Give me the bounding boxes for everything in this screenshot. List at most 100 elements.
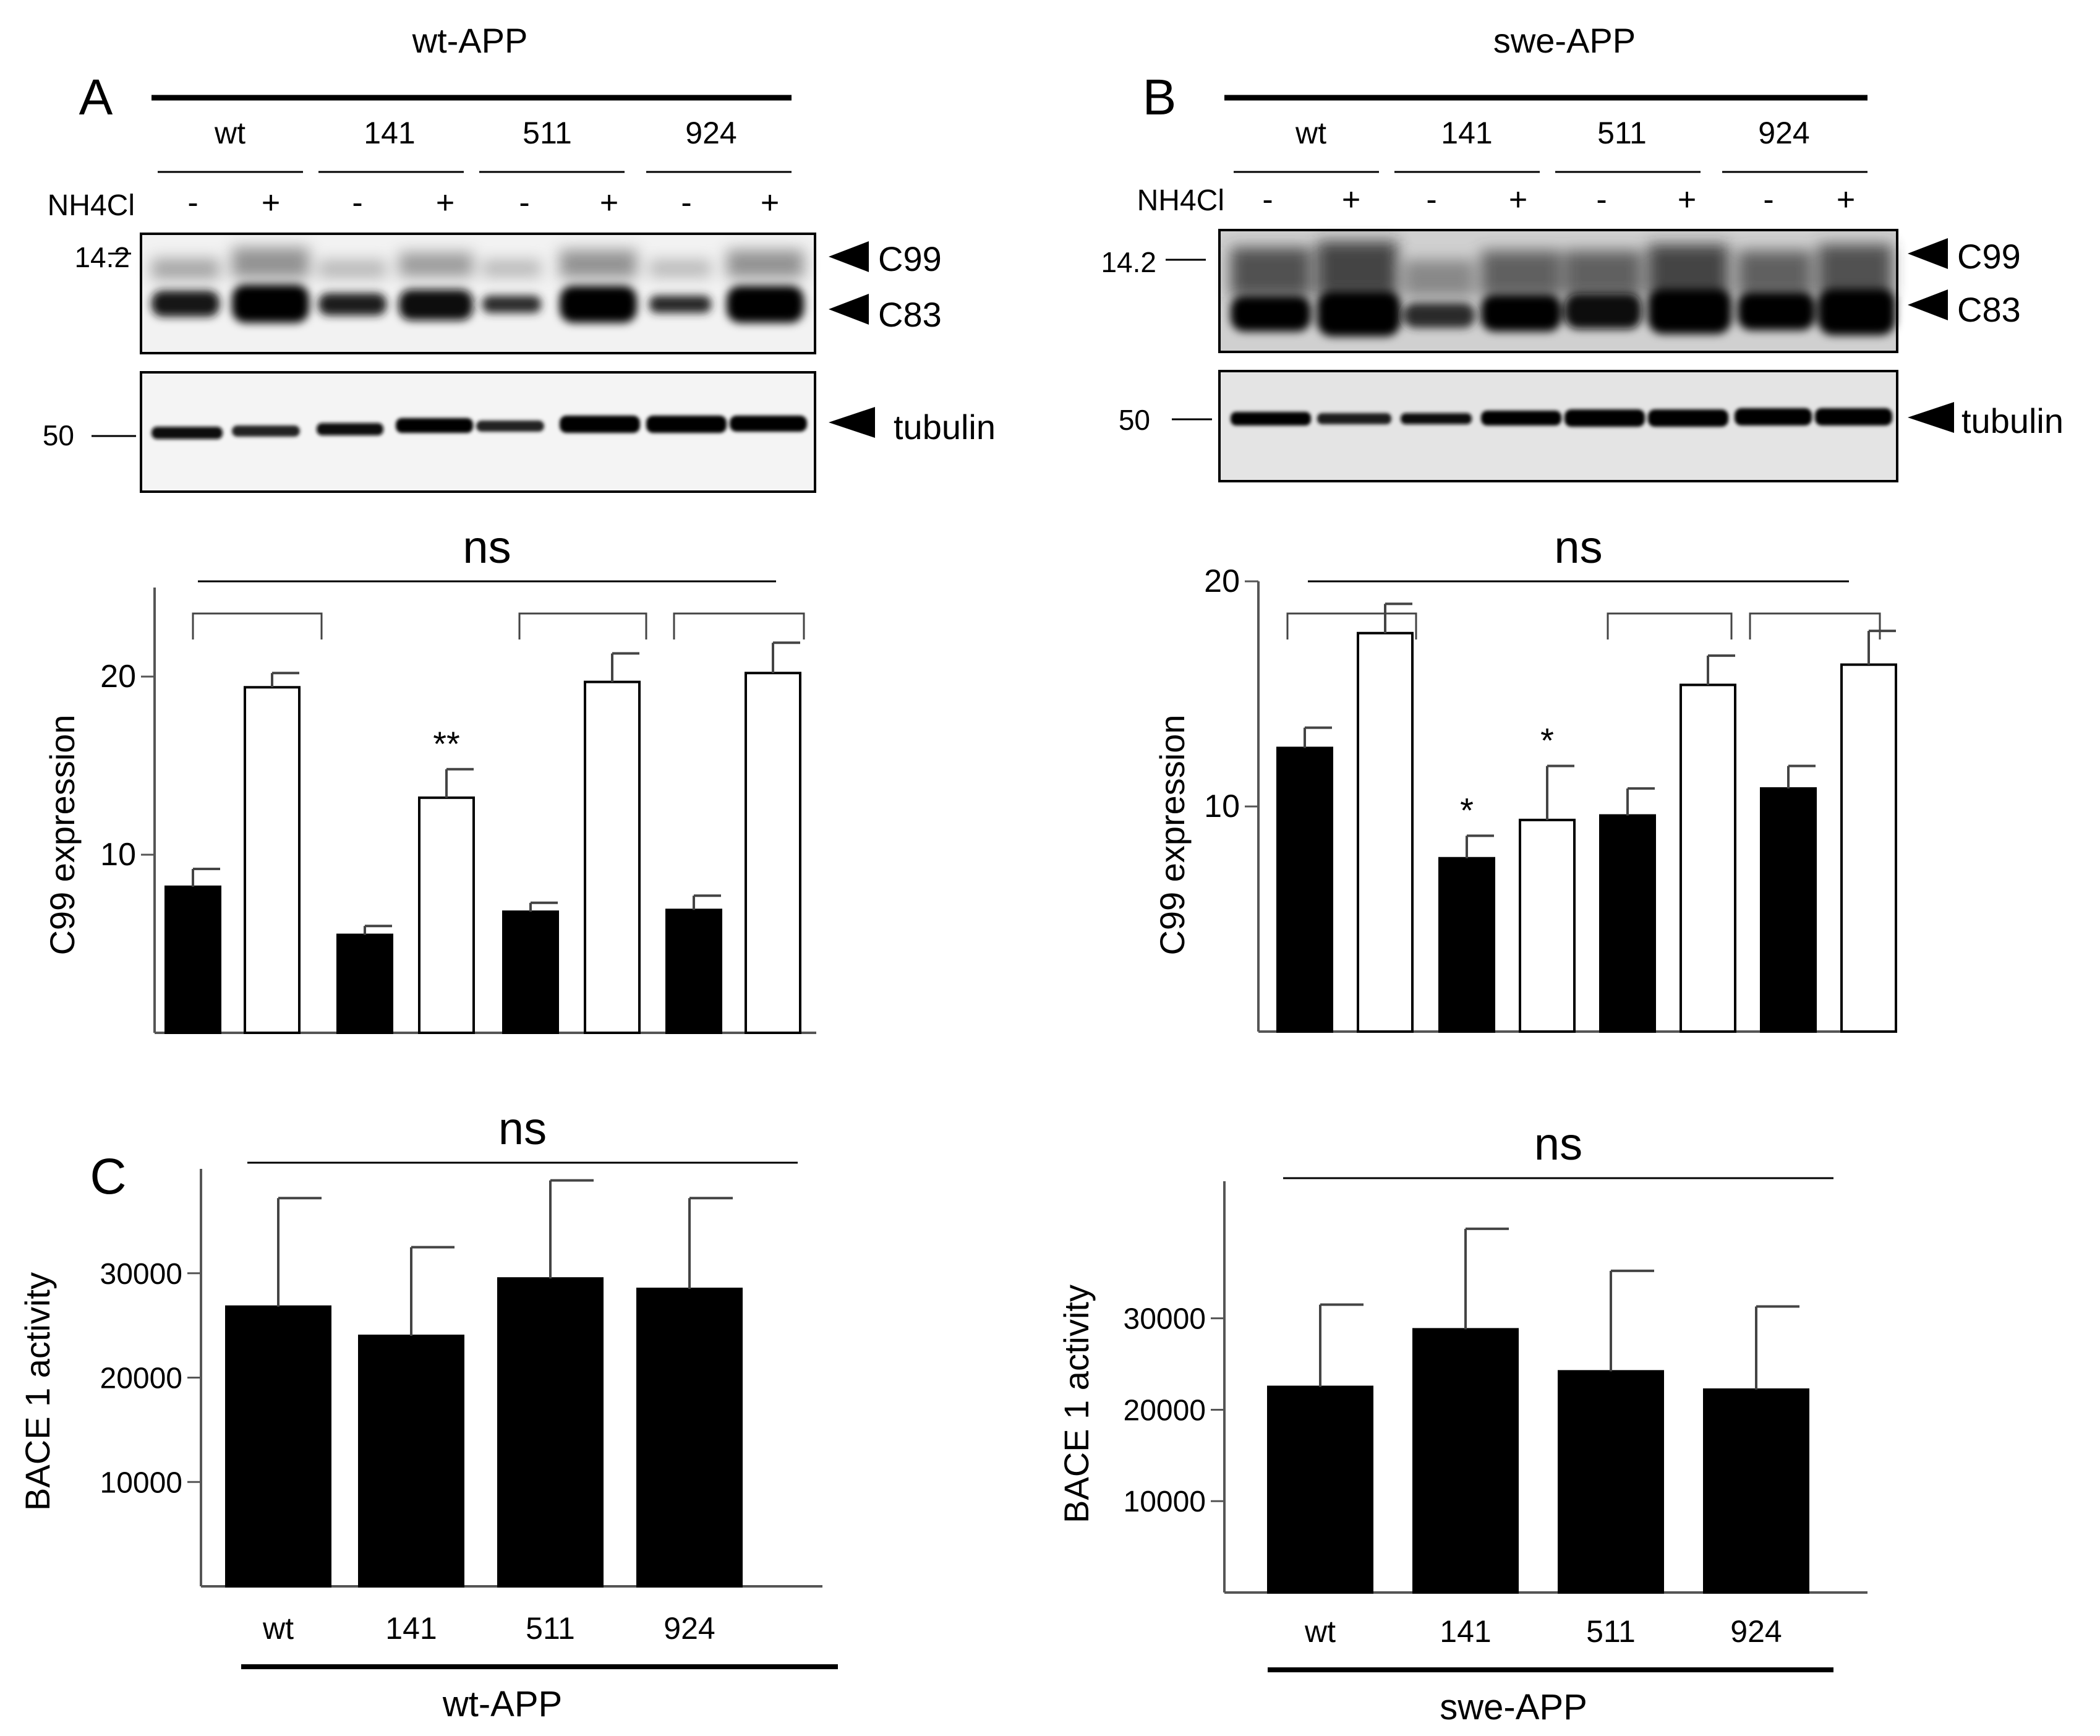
lane-label: 141 <box>364 116 415 150</box>
arrowhead-icon <box>1908 289 1948 320</box>
x-axis-label: swe-APP <box>1440 1687 1587 1727</box>
panel-a-blot: A wt-APP wt 141 511 924 NH4Cl - + - + - … <box>43 21 996 493</box>
bar <box>1599 814 1656 1033</box>
panel-a-band-c99: C99 <box>878 239 942 278</box>
arrowhead-icon <box>829 294 869 325</box>
y-tick-label: 20000 <box>100 1362 182 1395</box>
sign: + <box>1342 182 1360 218</box>
x-tick-label: 511 <box>526 1611 575 1646</box>
sign: + <box>600 185 618 221</box>
panel-b-tubulin-blot <box>1218 370 1898 482</box>
bar <box>1840 663 1897 1033</box>
ns-label: ns <box>498 1103 547 1154</box>
chart-bace-swe: 10000 20000 30000 BACE 1 activity ns wt 141 511… <box>1057 1118 1867 1727</box>
arrowhead-icon <box>829 241 869 272</box>
significance-mark: * <box>1540 720 1554 759</box>
bar <box>418 796 475 1034</box>
panel-b-treatment-label: NH4Cl <box>1137 184 1224 217</box>
x-tick-label: 924 <box>1730 1614 1782 1649</box>
comparison-bracket <box>673 612 805 639</box>
panel-a-c99-upper-bands <box>152 247 804 280</box>
y-tick-label: 10 <box>1204 789 1240 824</box>
y-tick-label: 30000 <box>100 1258 182 1291</box>
panel-a-signs: - + - + - + - + <box>187 185 779 221</box>
y-axis-label: C99 expression <box>1153 714 1192 955</box>
bar <box>1412 1328 1519 1594</box>
lane-label: 141 <box>1441 116 1492 150</box>
sign: + <box>436 185 455 221</box>
bar <box>502 910 559 1035</box>
bar <box>1558 1370 1664 1594</box>
panel-b-lane-labels: wt 141 511 924 <box>1295 116 1810 150</box>
bar <box>636 1288 743 1588</box>
chart-c99-wt: 10 20 C99 expression ** ns <box>43 521 816 1035</box>
sign: - <box>519 185 529 221</box>
arrowhead-icon <box>1908 402 1954 433</box>
lane-label: wt <box>214 116 245 150</box>
panel-a-c99-bands <box>152 284 804 323</box>
panel-a-band-c83: C83 <box>878 295 942 334</box>
x-tick-label: 511 <box>1586 1614 1636 1649</box>
comparison-bracket <box>1749 612 1881 639</box>
ns-label: ns <box>463 521 511 573</box>
panel-c-letter: C <box>90 1148 126 1205</box>
bar <box>745 672 801 1034</box>
panel-b-band-c83: C83 <box>1957 290 2021 329</box>
sign: + <box>761 185 779 221</box>
sign: + <box>1837 182 1855 218</box>
x-tick-label: 924 <box>664 1611 715 1646</box>
bar <box>244 686 301 1034</box>
panel-b-blot: B swe-APP wt 141 511 924 NH4Cl - + - + -… <box>1101 21 2064 482</box>
lane-label: 924 <box>685 116 736 150</box>
sign: - <box>1596 182 1607 218</box>
sign: + <box>262 185 280 221</box>
arrowhead-icon <box>829 407 875 438</box>
y-tick-label: 10000 <box>100 1466 182 1499</box>
sign: - <box>681 185 691 221</box>
x-tick-label: wt <box>1304 1614 1336 1649</box>
panel-a-marker-top: 14.2 <box>74 241 130 273</box>
bar <box>584 680 641 1034</box>
panel-b-signs: - + - + - + - + <box>1262 182 1855 218</box>
bar <box>1703 1388 1809 1594</box>
y-axis-label: C99 expression <box>43 714 82 955</box>
bar <box>1760 787 1817 1033</box>
y-axis-label: BACE 1 activity <box>1057 1285 1096 1523</box>
x-tick-label: wt <box>262 1611 294 1646</box>
x-tick-label: 141 <box>385 1611 437 1646</box>
panel-a-treatment-label: NH4Cl <box>48 189 135 222</box>
panel-a-band-tubulin: tubulin <box>894 408 996 447</box>
sign: + <box>1509 182 1527 218</box>
panel-a-letter: A <box>79 69 113 126</box>
comparison-bracket <box>518 612 647 639</box>
bar <box>1357 631 1414 1033</box>
panel-b-marker-top: 14.2 <box>1101 246 1156 278</box>
panel-b-letter: B <box>1143 69 1177 126</box>
comparison-bracket <box>1607 612 1733 639</box>
lane-label: 511 <box>523 116 572 150</box>
sign: - <box>352 185 362 221</box>
x-axis-label: wt-APP <box>442 1684 562 1724</box>
bar <box>1680 683 1736 1033</box>
sign: - <box>187 185 198 221</box>
panel-a-group-label: wt-APP <box>412 21 528 60</box>
significance-mark: ** <box>433 724 460 763</box>
panel-b-band-c99: C99 <box>1957 237 2021 276</box>
sign: + <box>1678 182 1696 218</box>
y-axis-label: BACE 1 activity <box>18 1272 57 1511</box>
chart-c99-swe: 10 20 C99 expression * * ns <box>1153 521 1897 1033</box>
y-tick-label: 20 <box>100 659 136 695</box>
lane-label: 924 <box>1758 116 1809 150</box>
sign: - <box>1763 182 1773 218</box>
ns-label: ns <box>1554 521 1602 573</box>
y-tick-label: 20 <box>1204 563 1240 599</box>
panel-a-marker-bottom: 50 <box>43 419 74 451</box>
bar <box>1438 857 1495 1033</box>
arrowhead-icon <box>1908 238 1948 269</box>
panel-b-c99-smear <box>1231 241 1892 297</box>
panel-b-tubulin-bands <box>1231 408 1892 427</box>
y-tick-label: 30000 <box>1124 1303 1206 1336</box>
bar <box>497 1277 604 1588</box>
lane-label: 511 <box>1597 116 1647 150</box>
